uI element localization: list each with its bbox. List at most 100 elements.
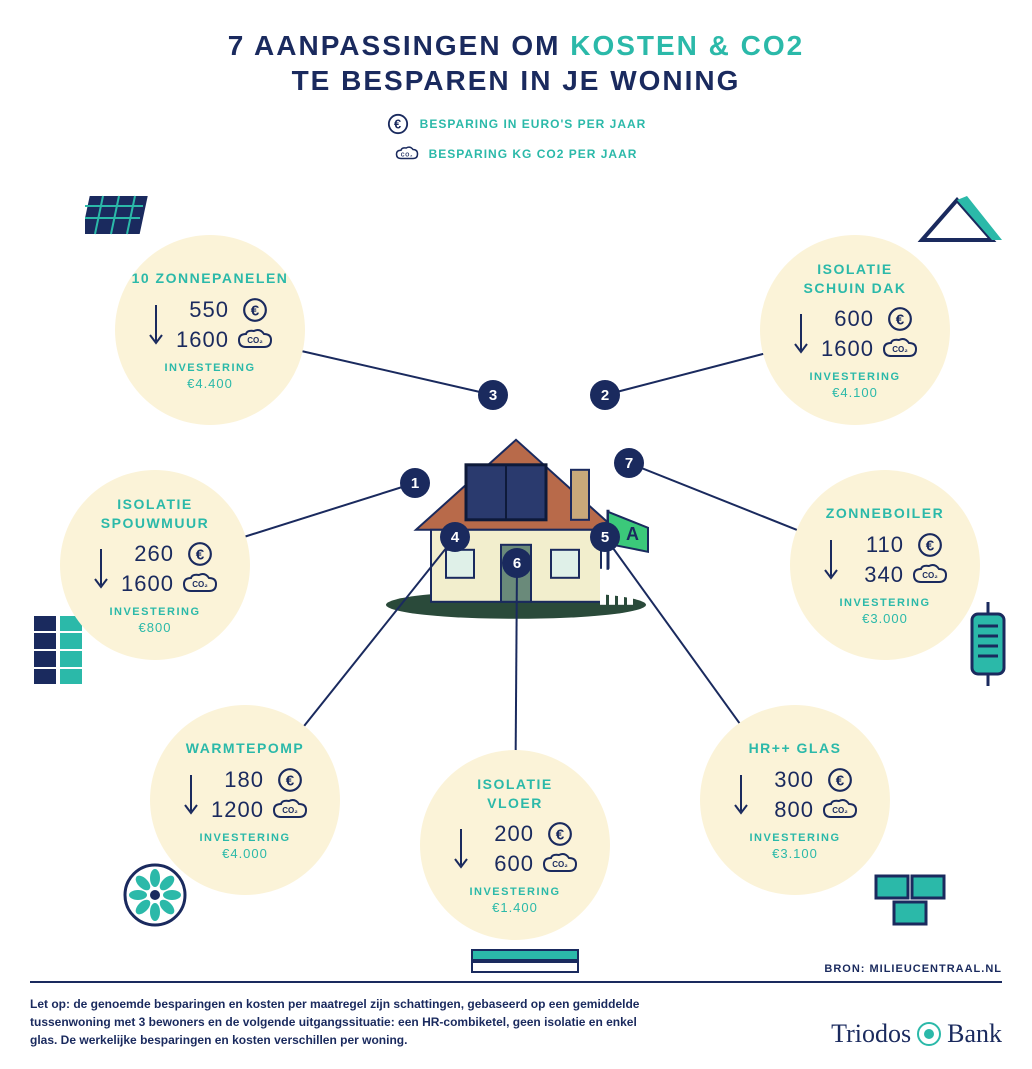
svg-text:€: € xyxy=(251,302,260,319)
svg-text:€: € xyxy=(896,311,905,328)
euro-icon: € xyxy=(237,297,273,323)
co2-saving-value: 340 xyxy=(848,562,904,588)
arrow-down-icon xyxy=(822,538,840,582)
euro-icon: € xyxy=(272,767,308,793)
number-badge-2: 2 xyxy=(590,380,620,410)
euro-icon: € xyxy=(542,821,578,847)
measure-stats: 550 € 1600 CO₂ xyxy=(125,297,295,353)
title-line2: TE BESPAREN IN JE WONING xyxy=(292,65,741,96)
house-illustration: A xyxy=(376,410,656,620)
legend-euro-text: BESPARING IN EURO'S PER JAAR xyxy=(420,117,647,131)
co2-saving-value: 1600 xyxy=(118,571,174,597)
measure-bubble-7: ZONNEBOILER 110 € 340 CO₂ INVESTERING €3… xyxy=(790,470,980,660)
arrow-down-icon xyxy=(452,827,470,871)
number-badge-3: 3 xyxy=(478,380,508,410)
footer-divider xyxy=(30,981,1002,983)
measure-bubble-6: ISOLATIEVLOER 200 € 600 CO₂ INVESTERING … xyxy=(420,750,610,940)
co2-cloud-icon: CO₂ xyxy=(882,336,918,362)
arrow-down-icon xyxy=(792,312,810,356)
number-badge-5: 5 xyxy=(590,522,620,552)
co2-saving-value: 1600 xyxy=(173,327,229,353)
number-badge-7: 7 xyxy=(614,448,644,478)
measure-title: ZONNEBOILER xyxy=(826,504,944,522)
co2-cloud-icon: CO₂ xyxy=(182,571,218,597)
svg-text:CO₂: CO₂ xyxy=(247,336,263,345)
arrow-down-icon xyxy=(92,547,110,591)
svg-text:€: € xyxy=(926,537,935,554)
legend-euro-row: € BESPARING IN EURO'S PER JAAR xyxy=(386,112,647,136)
number-badge-4: 4 xyxy=(440,522,470,552)
pump-icon xyxy=(120,860,190,935)
investment-value: €3.100 xyxy=(772,846,818,861)
boiler-icon xyxy=(958,600,1018,695)
svg-text:CO₂: CO₂ xyxy=(552,860,568,869)
euro-saving-value: 180 xyxy=(208,767,264,793)
measure-title: 10 ZONNEPANELEN xyxy=(132,269,289,287)
glass-icon xyxy=(870,870,950,935)
euro-icon: € xyxy=(182,541,218,567)
measure-bubble-5: HR++ GLAS 300 € 800 CO₂ INVESTERING €3.1… xyxy=(700,705,890,895)
svg-text:€: € xyxy=(286,772,295,789)
measure-title: ISOLATIEVLOER xyxy=(477,775,553,811)
disclaimer-text: Let op: de genoemde besparingen en koste… xyxy=(30,995,650,1049)
brand-b: Bank xyxy=(947,1019,1002,1049)
co2-saving-value: 1600 xyxy=(818,336,874,362)
roof-icon xyxy=(912,190,1002,255)
investment-label: INVESTERING xyxy=(109,606,200,618)
co2-saving-value: 600 xyxy=(478,851,534,877)
investment-value: €4.100 xyxy=(832,385,878,400)
measure-stats: 300 € 800 CO₂ xyxy=(710,767,880,823)
panel-icon xyxy=(85,190,155,255)
euro-saving-value: 550 xyxy=(173,297,229,323)
investment-label: INVESTERING xyxy=(809,371,900,383)
euro-icon: € xyxy=(912,532,948,558)
co2-cloud-icon: CO₂ xyxy=(272,797,308,823)
svg-text:CO₂: CO₂ xyxy=(282,806,298,815)
investment-value: €800 xyxy=(139,620,172,635)
brand-a: Triodos xyxy=(831,1019,911,1049)
measure-title: WARMTEPOMP xyxy=(186,739,304,757)
svg-text:€: € xyxy=(196,546,205,563)
co2-saving-value: 1200 xyxy=(208,797,264,823)
title-pre: 7 AANPASSINGEN OM xyxy=(228,30,570,61)
infographic-canvas: A ISOLATIESPOUWMUUR 260 € 1600 CO₂ xyxy=(0,140,1032,940)
investment-value: €4.000 xyxy=(222,846,268,861)
main-title: 7 AANPASSINGEN OM KOSTEN & CO2 TE BESPAR… xyxy=(0,0,1032,98)
measure-bubble-4: WARMTEPOMP 180 € 1200 CO₂ INVESTERING €4… xyxy=(150,705,340,895)
measure-title: HR++ GLAS xyxy=(749,739,842,757)
svg-text:€: € xyxy=(556,826,565,843)
euro-icon: € xyxy=(882,306,918,332)
measure-stats: 600 € 1600 CO₂ xyxy=(770,306,940,362)
euro-icon: € xyxy=(822,767,858,793)
title-em: KOSTEN & CO2 xyxy=(570,30,804,61)
investment-label: INVESTERING xyxy=(469,886,560,898)
co2-cloud-icon: CO₂ xyxy=(237,327,273,353)
arrow-down-icon xyxy=(147,303,165,347)
svg-text:A: A xyxy=(626,524,639,544)
euro-saving-value: 200 xyxy=(478,821,534,847)
investment-value: €1.400 xyxy=(492,900,538,915)
measure-bubble-3: 10 ZONNEPANELEN 550 € 1600 CO₂ INVESTERI… xyxy=(115,235,305,425)
investment-label: INVESTERING xyxy=(164,362,255,374)
svg-text:CO₂: CO₂ xyxy=(192,580,208,589)
measure-bubble-2: ISOLATIESCHUIN DAK 600 € 1600 CO₂ INVEST… xyxy=(760,235,950,425)
measure-title: ISOLATIESPOUWMUUR xyxy=(101,495,209,531)
measure-title: ISOLATIESCHUIN DAK xyxy=(804,260,907,296)
euro-saving-value: 600 xyxy=(818,306,874,332)
euro-icon: € xyxy=(386,112,410,136)
measure-stats: 260 € 1600 CO₂ xyxy=(70,541,240,597)
co2-cloud-icon: CO₂ xyxy=(542,851,578,877)
svg-text:€: € xyxy=(836,772,845,789)
svg-text:CO₂: CO₂ xyxy=(832,806,848,815)
number-badge-1: 1 xyxy=(400,468,430,498)
investment-value: €3.000 xyxy=(862,611,908,626)
investment-label: INVESTERING xyxy=(199,832,290,844)
brand-logo: Triodos Bank xyxy=(831,1019,1002,1049)
svg-text:CO₂: CO₂ xyxy=(892,345,908,354)
euro-saving-value: 300 xyxy=(758,767,814,793)
euro-saving-value: 110 xyxy=(848,532,904,558)
svg-text:€: € xyxy=(394,117,402,132)
measure-stats: 110 € 340 CO₂ xyxy=(800,532,970,588)
co2-cloud-icon: CO₂ xyxy=(912,562,948,588)
co2-saving-value: 800 xyxy=(758,797,814,823)
